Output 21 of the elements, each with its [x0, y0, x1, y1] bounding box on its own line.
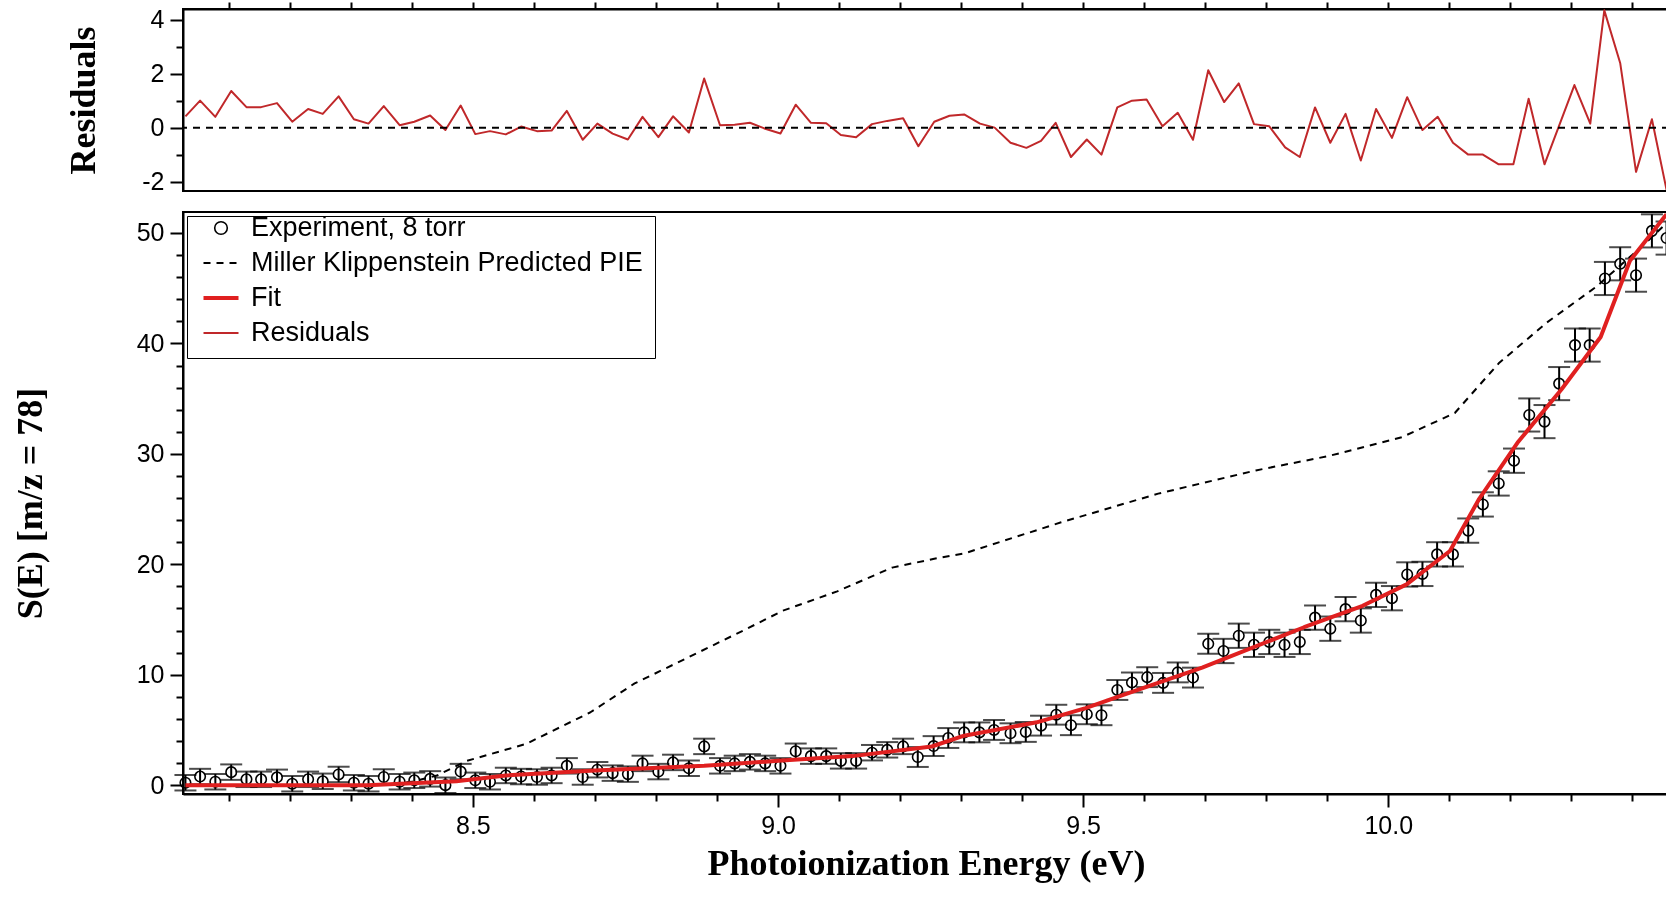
- x-tick-label: 8.5: [455, 810, 491, 839]
- x-tick-label: 10.0: [1364, 810, 1414, 839]
- legend-label: Experiment, 8 torr: [251, 212, 466, 242]
- y-tick-label: 0: [150, 113, 165, 142]
- x-tick-label: 9.5: [1066, 810, 1102, 839]
- y-tick-label: 20: [136, 549, 165, 578]
- y-tick-label: 2: [150, 59, 165, 88]
- y-tick-label: 0: [150, 770, 165, 799]
- y-tick-label: 50: [136, 218, 165, 247]
- legend-label: Residuals: [251, 317, 370, 347]
- legend-label: Fit: [251, 282, 282, 312]
- y-tick-label: 30: [136, 439, 165, 468]
- x-tick-label: 9.0: [761, 810, 796, 839]
- y-tick-label: -2: [142, 167, 165, 196]
- y-axis-title: S(E) [m/z = 78]: [9, 387, 50, 620]
- y-tick-label: 4: [150, 5, 165, 34]
- y-tick-label: 10: [136, 660, 165, 689]
- y-tick-label: 40: [136, 328, 165, 357]
- x-axis-title: Photoionization Energy (eV): [707, 842, 1146, 883]
- y-axis-title: Residuals: [62, 26, 103, 175]
- legend-label: Miller Klippenstein Predicted PIE: [251, 247, 643, 277]
